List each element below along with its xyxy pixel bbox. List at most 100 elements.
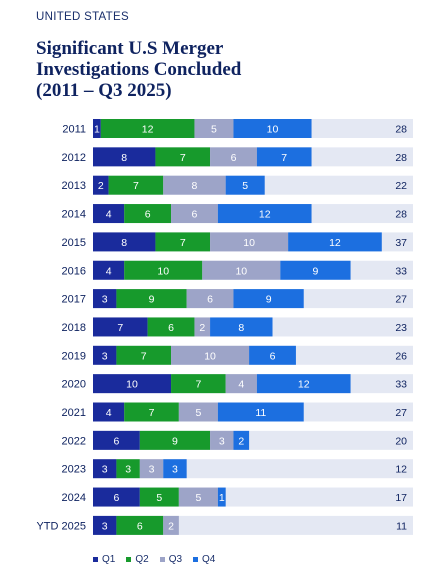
total-label: 17 (395, 492, 407, 504)
data-label: 3 (125, 464, 131, 476)
legend-label: Q3 (168, 554, 183, 565)
data-label: 6 (270, 350, 276, 362)
bar-segment-q1 (93, 232, 156, 252)
bar-segment-q1 (93, 515, 117, 535)
data-label: 7 (281, 152, 287, 164)
data-label: 6 (137, 520, 143, 532)
title-line-3: (2011 – Q3 2025) (36, 80, 172, 101)
bar-segment-q3 (139, 459, 164, 479)
data-label: 1 (219, 492, 225, 504)
total-label: 33 (395, 265, 407, 277)
data-label: 10 (126, 379, 138, 391)
bar-segment-q1 (93, 260, 125, 280)
total-label: 33 (395, 379, 407, 391)
category-label: 2021 (62, 407, 86, 419)
data-label: 10 (204, 350, 216, 362)
bar-segment-q3 (210, 232, 289, 252)
data-label: 9 (313, 265, 319, 277)
legend-item-q4: Q4 (193, 554, 215, 565)
bar-segment-q3 (171, 345, 250, 365)
bar-segment-q2 (116, 515, 164, 535)
data-label: 10 (235, 265, 247, 277)
total-label: 28 (395, 152, 407, 164)
total-label: 28 (395, 209, 407, 221)
data-label: 4 (238, 379, 244, 391)
bar-segment-q3 (194, 119, 234, 138)
bar-segment-q2 (124, 402, 179, 422)
category-label: 2020 (62, 379, 86, 391)
data-label: 9 (172, 435, 178, 447)
legend-label: Q4 (202, 554, 216, 565)
total-label: 26 (395, 350, 407, 362)
bar-segment-q1 (93, 289, 117, 309)
bar-segment-q2 (116, 289, 187, 309)
bar-segment-q1 (93, 175, 109, 195)
bar-segment-q1 (93, 204, 125, 224)
data-label: 9 (149, 294, 155, 306)
data-label: 8 (121, 152, 127, 164)
legend-swatch (193, 557, 199, 562)
bar-segment-q1 (93, 459, 117, 479)
bar-segment-q4 (280, 260, 351, 280)
kicker: UNITED STATES (36, 11, 129, 23)
category-label: 2018 (62, 322, 86, 334)
total-label: 11 (396, 520, 407, 532)
total-label: 27 (395, 294, 407, 306)
legend-swatch (93, 557, 98, 562)
data-label: 3 (102, 350, 108, 362)
bar-segment-q3 (225, 374, 257, 394)
category-label: 2016 (62, 265, 86, 277)
bar-segment-q2 (108, 175, 164, 195)
bar-segment-q3 (163, 515, 179, 535)
total-label: 12 (395, 464, 407, 476)
bar-segment-q3 (210, 430, 234, 450)
data-label: 3 (149, 464, 155, 476)
legend: Q1 Q2 Q3 Q4 (93, 554, 215, 565)
legend-item-q1: Q1 (93, 554, 115, 565)
data-label: 6 (192, 209, 198, 221)
data-label: 7 (141, 350, 147, 362)
data-label: 2 (238, 435, 244, 447)
data-label: 7 (180, 237, 186, 249)
data-label: 5 (195, 407, 201, 419)
data-label: 6 (113, 492, 119, 504)
category-label: 2015 (62, 237, 86, 249)
data-label: 3 (219, 435, 225, 447)
data-label: 6 (231, 152, 237, 164)
bar-segment-q2 (124, 260, 203, 280)
data-label: 10 (243, 237, 255, 249)
data-label: 7 (117, 322, 123, 334)
title-line-1: Significant U.S Merger (36, 38, 224, 59)
data-label: 6 (113, 435, 119, 447)
bar-segment-q4 (217, 204, 312, 224)
bar-segment-q2 (171, 374, 226, 394)
bar-segment-q2 (116, 345, 172, 365)
bar-segment-q3 (194, 317, 211, 337)
bar-segment-q1 (93, 147, 156, 167)
data-label: 1 (94, 124, 100, 136)
data-label: 3 (102, 464, 108, 476)
bar-segment-q1 (93, 374, 172, 394)
total-label: 22 (395, 180, 407, 192)
legend-swatch (159, 557, 165, 562)
data-label: 4 (106, 265, 112, 277)
bar-segment-q4 (225, 175, 265, 195)
data-label: 5 (156, 492, 162, 504)
bar-segment-q2 (116, 459, 140, 479)
bar-segment-q3 (178, 487, 218, 507)
data-label: 3 (102, 294, 108, 306)
total-label: 37 (395, 237, 407, 249)
bar-segment-q4 (163, 459, 187, 479)
category-label: 2013 (62, 180, 86, 192)
bar-segment-q3 (163, 175, 226, 195)
bar-segment-q2 (147, 317, 195, 337)
bar-segment-q1 (93, 119, 101, 138)
data-label: 12 (329, 237, 341, 249)
category-label: 2019 (62, 350, 86, 362)
bar-segment-q4 (233, 430, 250, 450)
data-label: 2 (98, 180, 104, 192)
data-label: 5 (242, 180, 248, 192)
bar-segment-q1 (93, 430, 140, 450)
bar-segment-q2 (139, 487, 179, 507)
data-label: 11 (255, 407, 266, 419)
